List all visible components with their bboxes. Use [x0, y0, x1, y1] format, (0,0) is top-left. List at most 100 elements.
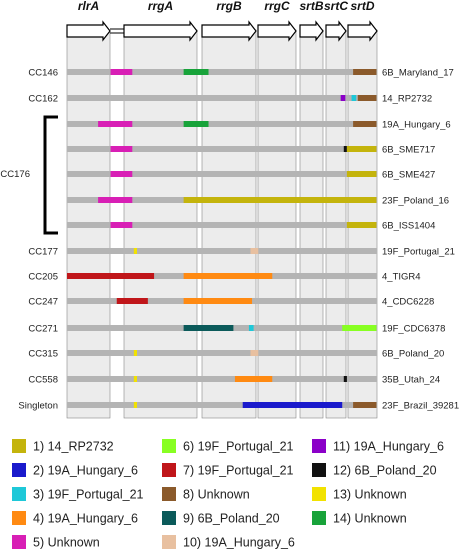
row-track [67, 248, 377, 254]
legend-swatch [162, 487, 176, 501]
legend-item: 3) 19F_Portugal_21 [12, 487, 144, 502]
gene-label-srtC: srtC [324, 0, 348, 13]
legend-label: 9) 6B_Poland_20 [183, 512, 280, 526]
strain-row: CC271 19F_CDC6378 [28, 324, 445, 335]
clonal-complex-label: CC162 [28, 94, 58, 105]
variant-segment [110, 69, 133, 75]
gene-label-srtB: srtB [299, 0, 323, 13]
variant-segment [110, 222, 133, 228]
clonal-complex-label: Singleton [18, 401, 58, 412]
row-track [67, 69, 377, 75]
cc176-bracket [43, 115, 58, 235]
gene-label-rlrA: rlrA [78, 0, 99, 13]
variant-segment [183, 298, 253, 304]
variant-segment [110, 146, 133, 152]
variant-segment [98, 121, 133, 127]
variant-segment [248, 325, 254, 331]
row-track [67, 146, 377, 152]
gene-arrow-rrgC [257, 20, 297, 42]
strain-row: CC247 4_CDC6228 [28, 297, 434, 308]
gene-arrow-srtC [325, 20, 347, 42]
strain-label: 19A_Hungary_6 [382, 120, 451, 131]
legend-swatch [312, 439, 326, 453]
strain-label: 23F_Brazil_39281 [382, 401, 459, 412]
legend-item: 11) 19A_Hungary_6 [312, 439, 444, 454]
variant-segment [133, 350, 137, 356]
variant-segment [351, 95, 357, 101]
strain-row: 23F_Poland_16 [67, 196, 449, 207]
variant-segment [346, 222, 377, 228]
legend-item: 14) Unknown [312, 511, 407, 526]
gene-label-rrgB: rrgB [216, 0, 242, 13]
variant-segment [183, 121, 209, 127]
gene-label-srtD: srtD [350, 0, 374, 13]
legend-label: 1) 14_RP2732 [33, 440, 114, 454]
clonal-complex-label: CC205 [28, 272, 58, 283]
cc176-label: CC176 [0, 169, 30, 180]
strain-row: CC205 4_TIGR4 [28, 272, 420, 283]
row-track [67, 222, 377, 228]
gene-arrow-srtB [299, 20, 324, 42]
variant-segment [353, 121, 377, 127]
strain-row: 19A_Hungary_6 [67, 120, 451, 131]
variant-segment [234, 376, 273, 382]
variant-segment [353, 69, 377, 75]
clonal-complex-label: CC315 [28, 349, 58, 360]
legend-swatch [162, 535, 176, 549]
legend-swatch [162, 439, 176, 453]
variant-segment [67, 273, 155, 279]
strain-label: 6B_Maryland_17 [382, 68, 454, 79]
legend-label: 10) 19A_Hungary_6 [183, 536, 295, 550]
variant-segment [346, 171, 377, 177]
variant-segment [353, 402, 377, 408]
strain-row: CC162 14_RP2732 [28, 94, 432, 105]
legend-swatch [312, 487, 326, 501]
legend-label: 11) 19A_Hungary_6 [333, 440, 444, 454]
variant-segment [346, 146, 377, 152]
legend-label: 5) Unknown [33, 536, 100, 550]
strain-label: 4_TIGR4 [382, 272, 421, 283]
gene-label-rrgA: rrgA [148, 0, 173, 13]
legend-item: 8) Unknown [162, 487, 250, 502]
clonal-complex-label: CC558 [28, 375, 58, 386]
legend-item: 2) 19A_Hungary_6 [12, 463, 138, 478]
legend-item: 9) 6B_Poland_20 [162, 511, 280, 526]
legend-item: 7) 19F_Portugal_21 [162, 463, 294, 478]
legend: 1) 14_RP2732 2) 19A_Hungary_6 3) 19F_Portu… [12, 439, 444, 550]
legend-label: 6) 19F_Portugal_21 [183, 440, 294, 454]
gene-label-rrgC: rrgC [264, 0, 290, 13]
legend-swatch [12, 535, 26, 549]
strain-row: CC558 35B_Utah_24 [28, 375, 440, 386]
row-track [67, 121, 377, 127]
legend-item: 5) Unknown [12, 535, 100, 550]
variant-segment [133, 248, 137, 254]
strain-row: CC146 6B_Maryland_17 [28, 68, 453, 79]
strain-row: CC177 19F_Portugal_21 [28, 247, 454, 258]
variant-segment [110, 171, 133, 177]
clonal-complex-label: CC146 [28, 68, 58, 79]
strain-label: 6B_ISS1404 [382, 221, 435, 232]
row-track [67, 376, 377, 382]
variant-segment [183, 197, 377, 203]
clonal-complex-label: CC271 [28, 324, 58, 335]
strain-label: 6B_Poland_20 [382, 349, 444, 360]
gene-arrow-rrgB [201, 20, 257, 42]
variant-segment [98, 197, 133, 203]
gene-arrows: rlrA rrgA rrgB rrgC srtB srtC srtD [66, 0, 378, 42]
strain-row: 6B_SME427 [67, 170, 435, 181]
row-track [67, 402, 377, 408]
strain-label: 35B_Utah_24 [382, 375, 440, 386]
legend-label: 14) Unknown [333, 512, 407, 526]
legend-label: 13) Unknown [333, 488, 407, 502]
strain-label: 19F_Portugal_21 [382, 247, 455, 258]
variant-segment [343, 146, 347, 152]
legend-item: 13) Unknown [312, 487, 407, 502]
variant-segment [357, 95, 377, 101]
row-track [67, 95, 377, 101]
legend-item: 4) 19A_Hungary_6 [12, 511, 138, 526]
variant-segment [133, 402, 137, 408]
variant-segment [340, 95, 346, 101]
legend-swatch [312, 463, 326, 477]
row-track [67, 350, 377, 356]
legend-swatch [12, 487, 26, 501]
